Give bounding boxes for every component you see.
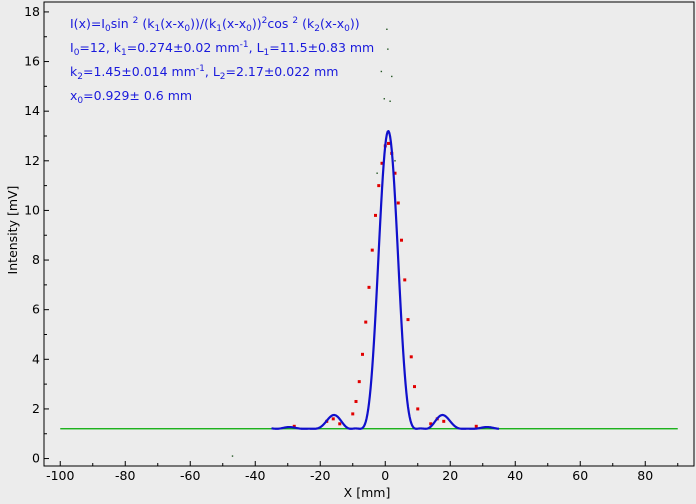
x-tick-label: -60 xyxy=(180,468,200,483)
x-tick-label: -100 xyxy=(46,468,74,483)
x-axis-label: X [mm] xyxy=(344,485,391,500)
measured-point xyxy=(396,201,400,205)
measured-point xyxy=(370,248,374,252)
measured-point xyxy=(406,318,410,322)
measured-point xyxy=(331,417,335,421)
noise-point xyxy=(387,48,389,50)
measured-point xyxy=(400,238,403,242)
plot-area xyxy=(43,1,695,467)
x-axis-ticks: -100 -80 -60 -40 -20 0 20 40 60 80 xyxy=(46,461,679,483)
fit-curve-group xyxy=(271,130,500,430)
x-tick-label: -40 xyxy=(245,468,265,483)
measured-point xyxy=(413,385,416,389)
measured-point xyxy=(354,399,358,403)
measured-point xyxy=(361,352,364,356)
measured-point xyxy=(416,407,420,411)
measured-point xyxy=(351,412,355,416)
noise-point xyxy=(389,100,391,102)
measured-point xyxy=(367,285,371,289)
y-tick-label: 8 xyxy=(32,252,40,267)
measured-point xyxy=(357,380,361,384)
noise-point xyxy=(383,98,385,100)
params-line-3: x0=0.929± 0.6 mm xyxy=(70,88,192,106)
measured-point xyxy=(387,141,390,145)
measured-point xyxy=(403,278,407,282)
x-tick-label: -20 xyxy=(310,468,330,483)
fit-curve xyxy=(271,130,500,430)
measured-point xyxy=(474,424,478,428)
x-tick-label: 20 xyxy=(442,468,458,483)
measured-point xyxy=(292,424,296,428)
y-tick-label: 14 xyxy=(24,103,40,118)
x-tick-label: 40 xyxy=(507,468,523,483)
y-tick-label: 16 xyxy=(24,54,40,69)
y-tick-label: 4 xyxy=(32,351,40,366)
y-tick-label: 6 xyxy=(32,302,40,317)
x-tick-label: 60 xyxy=(572,468,588,483)
measured-point xyxy=(364,320,368,324)
y-tick-label: 10 xyxy=(24,202,40,217)
measured-point xyxy=(393,171,397,175)
measured-point xyxy=(409,355,413,359)
params-line-2: k2=1.45±0.014 mm-1, L2=2.17±0.022 mm xyxy=(70,64,338,82)
measured-point xyxy=(374,213,377,217)
noise-point xyxy=(391,75,393,78)
params-line-1: I0=12, k1=0.274±0.02 mm-1, L1=11.5±0.83 … xyxy=(70,40,374,58)
measured-point xyxy=(377,184,381,188)
formula-annotation: I(x)=I0sin 2 (k1(x-x0))/(k1(x-x0))2cos 2… xyxy=(70,16,360,34)
noise-point xyxy=(231,455,234,457)
y-axis-label: Intensity [mV] xyxy=(5,186,20,275)
noise-point xyxy=(394,160,396,162)
x-tick-label: -80 xyxy=(115,468,135,483)
noise-point xyxy=(386,28,388,30)
noise-point xyxy=(380,70,383,73)
x-tick-label: 80 xyxy=(637,468,653,483)
x-tick-label: 0 xyxy=(381,468,389,483)
y-tick-label: 12 xyxy=(24,153,40,168)
noise-point xyxy=(376,172,378,174)
measured-point xyxy=(380,161,384,165)
y-tick-label: 18 xyxy=(24,4,40,19)
noise-points xyxy=(231,28,396,457)
measured-point xyxy=(429,422,433,426)
measured-point xyxy=(338,422,342,426)
measured-point xyxy=(442,419,446,423)
y-tick-label: 2 xyxy=(32,401,40,416)
y-tick-label: 0 xyxy=(32,451,40,466)
y-axis-ticks: 0 2 4 6 8 10 12 14 16 18 xyxy=(24,4,49,466)
